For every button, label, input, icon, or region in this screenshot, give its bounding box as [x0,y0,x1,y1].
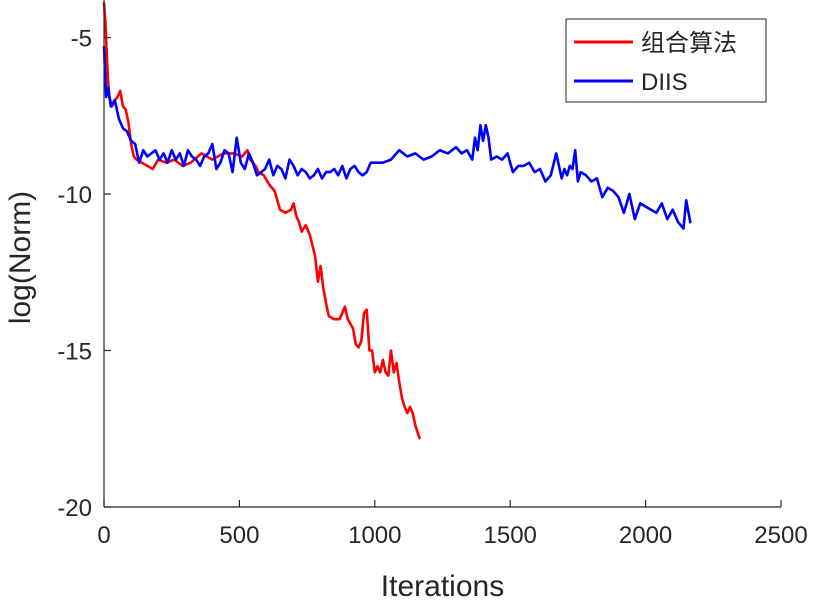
legend: 组合算法 DIIS [565,18,767,103]
axes-layer: 0 500 1000 1500 2000 2500 -20 -15 -10 -5 [57,0,808,549]
legend-label-combined-algorithm: 组合算法 [641,29,737,57]
x-tick-label: 500 [219,522,259,549]
x-tick-label: 2000 [619,522,672,549]
series-layer [102,1,692,440]
y-axis-label: log(Norm) [4,191,37,324]
y-tick-label: -15 [57,339,92,366]
y-tick-label: -10 [57,182,92,209]
series-line-combined-algorithm [102,1,421,440]
x-tick-label: 2500 [754,522,807,549]
x-tick-label: 1500 [484,522,537,549]
y-tick-label: -20 [57,495,92,522]
x-tick-label: 1000 [348,522,401,549]
legend-box [565,18,767,103]
series-line-diis [102,45,692,230]
y-tick-label: -5 [71,26,92,53]
legend-label-diis: DIIS [641,69,688,96]
x-axis-label: Iterations [381,570,504,603]
x-tick-label: 0 [97,522,110,549]
